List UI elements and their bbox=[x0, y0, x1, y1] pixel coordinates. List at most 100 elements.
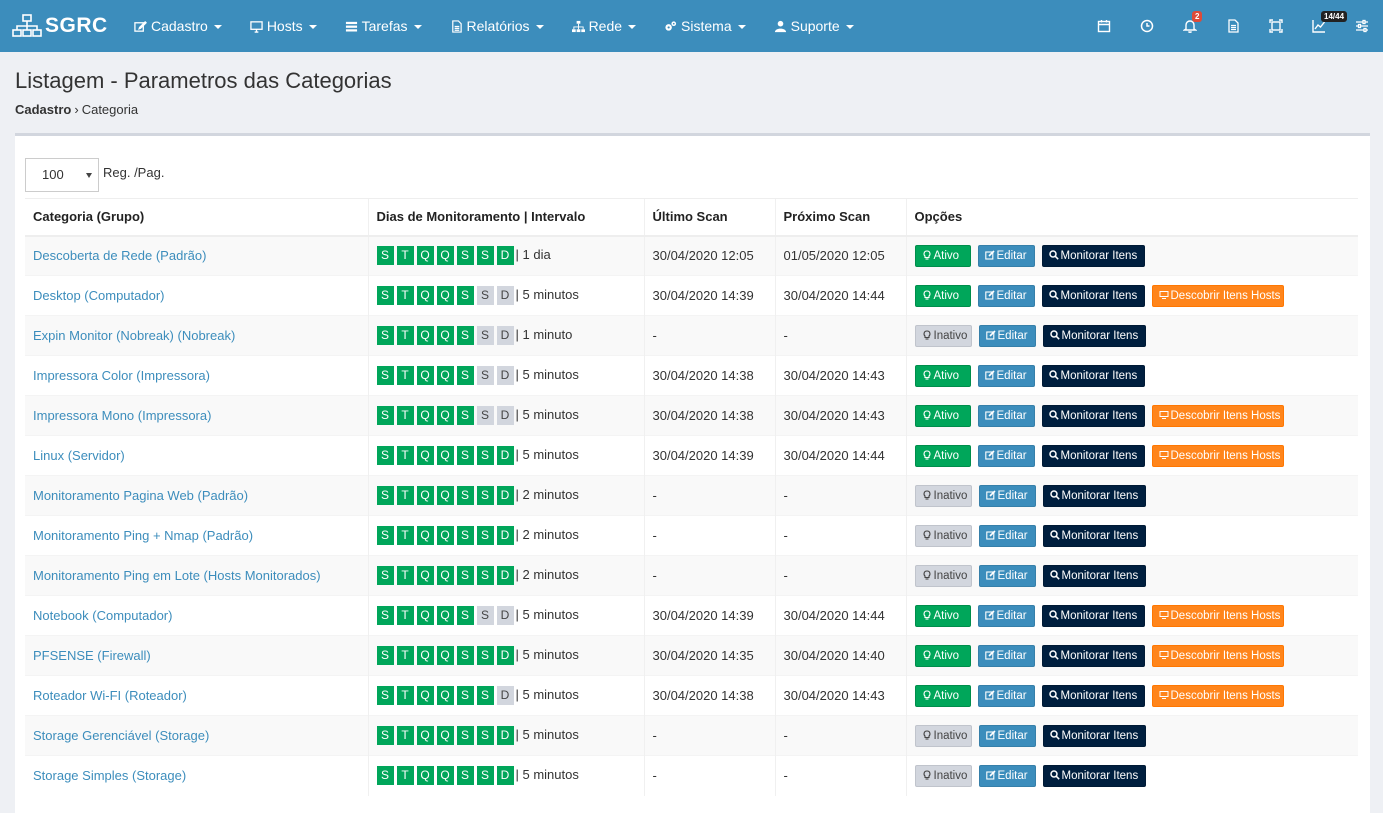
caret-down-icon bbox=[845, 25, 854, 29]
categoria-link[interactable]: PFSENSE (Firewall) bbox=[33, 648, 151, 663]
header-categoria[interactable]: Categoria (Grupo) bbox=[25, 198, 368, 237]
editar-button[interactable]: Editar bbox=[978, 324, 1036, 347]
day-badge: S bbox=[476, 606, 494, 625]
interval-text: | 1 minuto bbox=[515, 327, 573, 342]
editar-button[interactable]: Editar bbox=[977, 644, 1035, 667]
ativo-button[interactable]: Ativo bbox=[914, 284, 971, 307]
categoria-link[interactable]: Impressora Color (Impressora) bbox=[33, 368, 210, 383]
screen-capture-button[interactable] bbox=[1254, 0, 1297, 52]
monitorar-itens-button[interactable]: Monitorar Itens bbox=[1041, 444, 1145, 467]
header-proximo-scan[interactable]: Próximo Scan bbox=[774, 198, 906, 237]
interval-text: | 5 minutos bbox=[515, 607, 579, 622]
categoria-link[interactable]: Storage Gerenciável (Storage) bbox=[33, 728, 210, 743]
categoria-link[interactable]: Monitoramento Ping + Nmap (Padrão) bbox=[33, 528, 254, 543]
editar-button[interactable]: Editar bbox=[977, 604, 1035, 627]
inativo-button[interactable]: Inativo bbox=[914, 564, 972, 587]
inativo-button[interactable]: Inativo bbox=[914, 764, 972, 787]
ativo-button[interactable]: Ativo bbox=[914, 644, 971, 667]
menu-tarefas[interactable]: Tarefas bbox=[331, 0, 436, 52]
editar-button[interactable]: Editar bbox=[978, 764, 1036, 787]
chart-button[interactable]: 14/44 bbox=[1297, 0, 1348, 52]
editar-button[interactable]: Editar bbox=[978, 564, 1036, 587]
ativo-button[interactable]: Ativo bbox=[914, 684, 971, 707]
categoria-link[interactable]: Descoberta de Rede (Padrão) bbox=[33, 248, 207, 264]
categoria-link[interactable]: Impressora Mono (Impressora) bbox=[33, 408, 212, 423]
menu-suporte[interactable]: Suporte bbox=[760, 0, 868, 52]
inativo-button[interactable]: Inativo bbox=[914, 484, 972, 507]
descobrir-itens-button[interactable]: Descobrir Itens Hosts bbox=[1151, 404, 1284, 427]
categoria-link[interactable]: Linux (Servidor) bbox=[33, 448, 125, 463]
notifications-button[interactable]: 2 bbox=[1168, 0, 1211, 52]
descobrir-itens-button[interactable]: Descobrir Itens Hosts bbox=[1151, 644, 1284, 667]
editar-button[interactable]: Editar bbox=[977, 244, 1035, 267]
descobrir-itens-button[interactable]: Descobrir Itens Hosts bbox=[1151, 284, 1284, 307]
categoria-link[interactable]: Monitoramento Ping em Lote (Hosts Monito… bbox=[33, 568, 321, 583]
day-badge: S bbox=[376, 326, 394, 345]
breadcrumb-current: Categoria bbox=[81, 102, 139, 117]
table-toolbar: 100 Reg. /Pag. bbox=[15, 136, 1370, 193]
editar-button[interactable]: Editar bbox=[978, 524, 1036, 547]
file-button[interactable] bbox=[1211, 0, 1254, 52]
day-badge: T bbox=[396, 606, 414, 625]
monitorar-itens-button[interactable]: Monitorar Itens bbox=[1042, 564, 1146, 587]
monitorar-itens-button[interactable]: Monitorar Itens bbox=[1041, 684, 1145, 707]
categoria-link[interactable]: Roteador Wi-FI (Roteador) bbox=[33, 688, 187, 703]
categoria-link[interactable]: Expin Monitor (Nobreak) (Nobreak) bbox=[33, 328, 236, 343]
editar-button[interactable]: Editar bbox=[977, 364, 1035, 387]
menu-label: Tarefas bbox=[361, 18, 408, 34]
sliders-icon bbox=[1355, 19, 1368, 33]
monitorar-itens-button[interactable]: Monitorar Itens bbox=[1042, 524, 1146, 547]
inativo-button[interactable]: Inativo bbox=[914, 724, 972, 747]
brand-logo[interactable]: SGRC bbox=[0, 14, 118, 38]
breadcrumb-parent[interactable]: Cadastro bbox=[15, 102, 72, 117]
brand-name: SGRC bbox=[45, 14, 108, 37]
page-size-select[interactable]: 100 bbox=[25, 157, 99, 192]
descobrir-itens-button[interactable]: Descobrir Itens Hosts bbox=[1151, 684, 1284, 707]
clock-button[interactable] bbox=[1125, 0, 1168, 52]
monitorar-itens-button[interactable]: Monitorar Itens bbox=[1041, 364, 1145, 387]
chevron-right-icon: › bbox=[74, 102, 79, 117]
editar-button[interactable]: Editar bbox=[977, 444, 1035, 467]
editar-button[interactable]: Editar bbox=[978, 724, 1036, 747]
monitorar-itens-button[interactable]: Monitorar Itens bbox=[1041, 404, 1145, 427]
menu-cadastro[interactable]: Cadastro bbox=[120, 0, 236, 52]
monitorar-itens-button[interactable]: Monitorar Itens bbox=[1041, 284, 1145, 307]
categoria-link[interactable]: Storage Simples (Storage) bbox=[33, 768, 187, 784]
monitorar-itens-button[interactable]: Monitorar Itens bbox=[1042, 724, 1146, 747]
ativo-button[interactable]: Ativo bbox=[914, 404, 971, 427]
ativo-button[interactable]: Ativo bbox=[914, 364, 971, 387]
menu-sistema[interactable]: Sistema bbox=[650, 0, 760, 52]
monitorar-itens-button[interactable]: Monitorar Itens bbox=[1042, 764, 1146, 787]
monitorar-itens-button[interactable]: Monitorar Itens bbox=[1042, 484, 1146, 507]
monitorar-itens-button[interactable]: Monitorar Itens bbox=[1041, 644, 1145, 667]
ativo-button[interactable]: Ativo bbox=[914, 244, 971, 267]
ativo-button[interactable]: Ativo bbox=[914, 604, 971, 627]
header-ultimo-scan[interactable]: Último Scan bbox=[643, 198, 775, 237]
ativo-button[interactable]: Ativo bbox=[914, 444, 971, 467]
header-dias-intervalo[interactable]: Dias de Monitoramento | Intervalo bbox=[367, 198, 644, 237]
menu-rede[interactable]: Rede bbox=[558, 0, 650, 52]
calendar-button[interactable] bbox=[1082, 0, 1125, 52]
descobrir-itens-button[interactable]: Descobrir Itens Hosts bbox=[1151, 444, 1284, 467]
editar-button[interactable]: Editar bbox=[977, 284, 1035, 307]
editar-button[interactable]: Editar bbox=[977, 404, 1035, 427]
search-icon bbox=[1049, 569, 1060, 580]
lightbulb-icon bbox=[923, 689, 930, 700]
monitorar-itens-button[interactable]: Monitorar Itens bbox=[1041, 244, 1145, 267]
day-badge: Q bbox=[436, 606, 454, 625]
categoria-link[interactable]: Desktop (Computador) bbox=[33, 288, 165, 303]
day-badge: Q bbox=[416, 646, 434, 665]
editar-button[interactable]: Editar bbox=[978, 484, 1036, 507]
menu-relatorios[interactable]: Relatórios bbox=[436, 0, 558, 52]
inativo-button[interactable]: Inativo bbox=[914, 324, 972, 347]
editar-button[interactable]: Editar bbox=[977, 684, 1035, 707]
monitorar-itens-button[interactable]: Monitorar Itens bbox=[1041, 604, 1145, 627]
inativo-button[interactable]: Inativo bbox=[914, 524, 972, 547]
settings-sliders-button[interactable] bbox=[1340, 0, 1383, 52]
categoria-link[interactable]: Monitoramento Pagina Web (Padrão) bbox=[33, 488, 249, 503]
menu-hosts[interactable]: Hosts bbox=[236, 0, 331, 52]
monitorar-itens-button[interactable]: Monitorar Itens bbox=[1042, 324, 1146, 347]
categoria-link[interactable]: Notebook (Computador) bbox=[33, 608, 173, 623]
descobrir-itens-button[interactable]: Descobrir Itens Hosts bbox=[1151, 604, 1284, 627]
